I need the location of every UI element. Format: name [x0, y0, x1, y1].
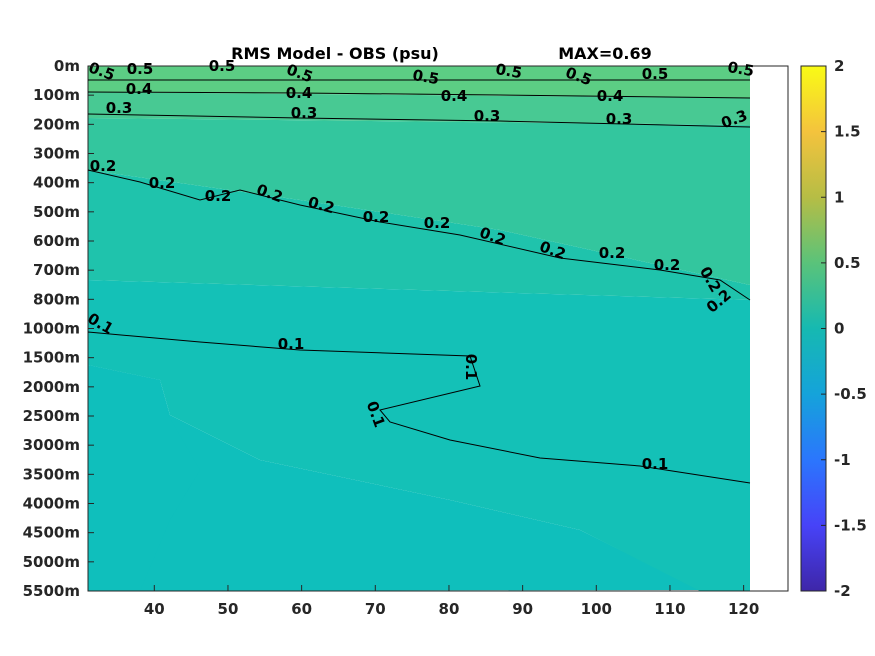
colorbar-ticks: 2 1.5 1 0.5 0 -0.5 -1 -1.5 -2 [821, 57, 867, 600]
y-tick-label: 5500m [23, 582, 80, 600]
y-tick-label: 2000m [23, 378, 80, 396]
x-tick-label: 60 [291, 600, 312, 618]
contour-label-0.3: 0.3 [106, 99, 133, 117]
colorbar-tick-label: -0.5 [834, 385, 867, 403]
field-mid-band [88, 280, 750, 591]
x-tick-label: 110 [654, 600, 685, 618]
missing-data-column [751, 66, 788, 591]
contour-label-0.3: 0.3 [606, 110, 633, 128]
contour-label-0.2: 0.2 [599, 244, 626, 262]
field-deep-left-band [88, 365, 200, 591]
contour-label-0.5: 0.5 [642, 65, 669, 83]
contour-label-0.2: 0.2 [654, 256, 681, 274]
contour-label-0.2: 0.2 [205, 187, 232, 205]
colorbar-tick-label: 1 [834, 188, 844, 206]
contour-lines [87, 79, 751, 484]
y-tick-label: 300m [33, 145, 80, 163]
contour-label-0.4: 0.4 [441, 87, 468, 105]
contour-label-0.3: 0.3 [474, 107, 501, 125]
contour-line-0.1 [87, 331, 751, 484]
x-tick-label: 50 [218, 600, 239, 618]
y-tick-label: 1500m [23, 349, 80, 367]
contour-label-0.1: 0.1 [462, 354, 480, 381]
max-label: MAX=0.69 [558, 44, 652, 63]
colorbar: 2 1.5 1 0.5 0 -0.5 -1 -1.5 -2 [800, 57, 867, 600]
contour-label-0.4: 0.4 [286, 84, 313, 102]
contour-line-0.4 [87, 91, 751, 99]
colorbar-tick-label: 2 [834, 57, 844, 75]
x-tick-label: 40 [144, 600, 165, 618]
contour-label-0.2: 0.2 [424, 214, 451, 232]
y-tick-label: 100m [33, 86, 80, 104]
y-tick-label: 3000m [23, 436, 80, 454]
x-tick-label: 90 [512, 600, 533, 618]
contour-label-0.5: 0.5 [209, 57, 236, 75]
y-tick-label: 800m [33, 290, 80, 308]
y-tick-label: 2500m [23, 407, 80, 425]
x-axis: 40 50 60 70 80 90 100 110 120 [144, 585, 759, 618]
y-tick-label: 4000m [23, 495, 80, 513]
chart-title: RMS Model - OBS (psu) [231, 44, 439, 63]
contour-label-0.5: 0.5 [127, 60, 154, 78]
y-tick-label: 0m [54, 57, 80, 75]
contour-label-0.1: 0.1 [278, 335, 305, 353]
contour-label-0.5: 0.5 [494, 60, 523, 82]
contour-label-0.2: 0.2 [149, 174, 176, 192]
contour-label-0.3: 0.3 [291, 104, 318, 122]
contour-label-0.2: 0.2 [90, 157, 117, 175]
contour-label-0.1: 0.1 [642, 455, 669, 473]
y-tick-label: 700m [33, 261, 80, 279]
colorbar-tick-label: 1.5 [834, 123, 861, 141]
plot-area [87, 65, 789, 592]
y-tick-label: 600m [33, 232, 80, 250]
y-tick-label: 500m [33, 203, 80, 221]
field-top-band [88, 118, 750, 285]
x-tick-label: 80 [439, 600, 460, 618]
field-upper-band [88, 170, 750, 300]
x-tick-label: 100 [581, 600, 612, 618]
contour-label-0.4: 0.4 [597, 87, 624, 105]
y-tick-label: 1000m [23, 320, 80, 338]
y-tick-label: 400m [33, 174, 80, 192]
y-tick-label: 200m [33, 115, 80, 133]
contour-label-0.4: 0.4 [126, 80, 153, 98]
y-tick-label: 5000m [23, 553, 80, 571]
contour-label-0.5: 0.5 [411, 66, 440, 88]
colorbar-tick-label: -1.5 [834, 516, 867, 534]
colorbar-tick-label: -1 [834, 451, 851, 469]
contour-line-0.2 [87, 169, 751, 301]
x-tick-label: 120 [728, 600, 759, 618]
colorbar-tick-label: 0 [834, 320, 844, 338]
x-tick-label: 70 [365, 600, 386, 618]
colorbar-tick-label: -2 [834, 582, 851, 600]
field-deep-band [88, 365, 700, 591]
y-axis: 0m 100m 200m 300m 400m 500m 600m 700m 800m 1000m 1… [23, 57, 94, 600]
contour-label-0.2: 0.2 [363, 208, 390, 226]
colorbar-tick-label: 0.5 [834, 254, 861, 272]
field-skin-band [88, 66, 750, 98]
contour-label-0.5: 0.5 [726, 58, 755, 80]
y-tick-label: 3500m [23, 465, 80, 483]
contour-line-0.3 [87, 113, 751, 128]
y-tick-label: 4500m [23, 524, 80, 542]
